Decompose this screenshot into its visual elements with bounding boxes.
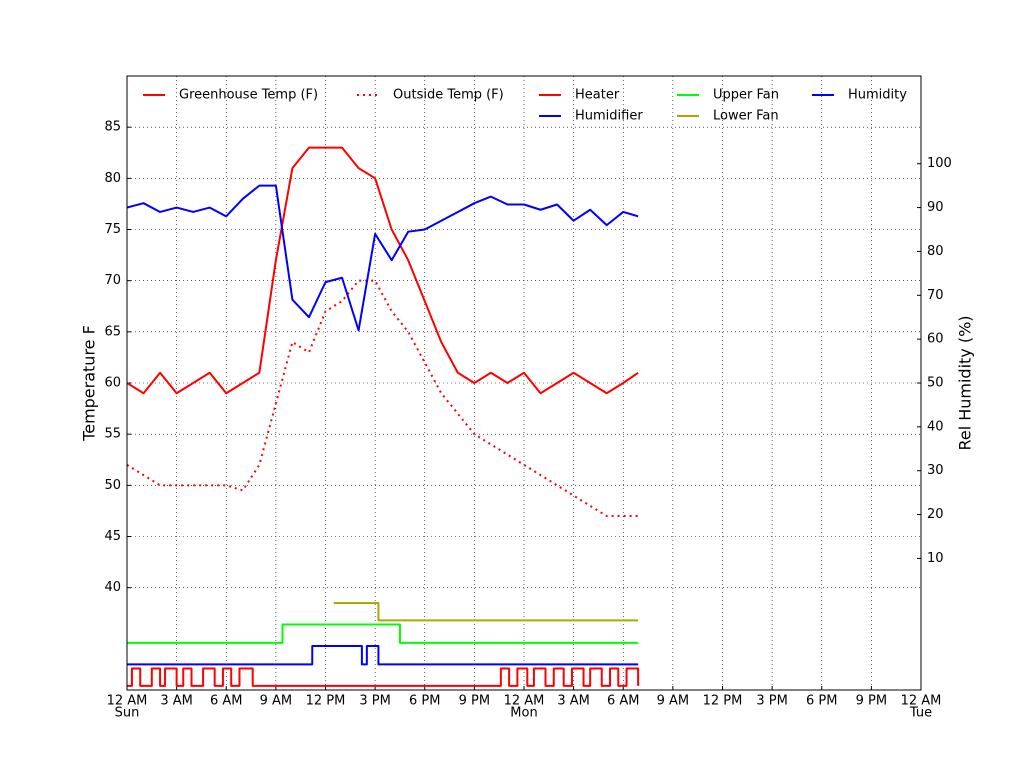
x-tick-label: 9 PM	[856, 694, 887, 709]
x-tick-label: 12 AM	[504, 694, 545, 709]
plot-frame	[126, 75, 922, 691]
x-tick-label: 9 AM	[657, 694, 690, 709]
y2-tick-label: 60	[927, 332, 944, 347]
y2-tick-label: 10	[927, 551, 944, 566]
x-tick-label: 3 PM	[756, 694, 787, 709]
y2-tick-label: 30	[927, 463, 944, 478]
legend-label: Upper Fan	[713, 88, 779, 103]
legend-label: Heater	[575, 88, 620, 103]
x-tick-label: 6 AM	[607, 694, 640, 709]
y2-tick-label: 80	[927, 244, 944, 259]
series-line	[127, 623, 639, 644]
x-tick-label: 12 AM	[901, 694, 942, 709]
y-tick-label: 85	[104, 120, 121, 135]
series-line	[126, 146, 639, 395]
y2-tick-label: 100	[927, 156, 952, 171]
x-tick-label: 6 AM	[210, 694, 243, 709]
x-tick-label: 6 PM	[806, 694, 837, 709]
y2-tick-label: 90	[927, 200, 944, 215]
legend-label: Lower Fan	[713, 109, 779, 124]
x-tick-label: 3 AM	[160, 694, 193, 709]
legend-label: Greenhouse Temp (F)	[179, 88, 318, 103]
x-tick-label: 9 PM	[459, 694, 490, 709]
x-day-label: Tue	[909, 706, 932, 721]
y-axis-label: Temperature F	[80, 325, 99, 442]
y2-tick-label: 70	[927, 288, 944, 303]
y2-tick-label: 20	[927, 507, 944, 522]
legend-label: Outside Temp (F)	[393, 88, 504, 103]
y-tick-label: 50	[104, 478, 121, 493]
x-day-label: Mon	[510, 706, 537, 721]
y-tick-label: 60	[104, 376, 121, 391]
series-line	[126, 184, 639, 332]
y2-axis-label: Rel Humidity (%)	[956, 315, 975, 450]
series-line	[333, 602, 639, 622]
x-tick-label: 12 PM	[703, 694, 743, 709]
y2-tick-label: 40	[927, 419, 944, 434]
y-tick-label: 75	[104, 222, 121, 237]
x-day-label: Sun	[115, 706, 140, 721]
y2-tick-label: 50	[927, 376, 944, 391]
legend-label: Humidity	[848, 88, 907, 103]
y-tick-label: 70	[104, 273, 121, 288]
y-tick-label: 80	[104, 171, 121, 186]
x-tick-label: 3 PM	[359, 694, 390, 709]
x-tick-label: 9 AM	[260, 694, 293, 709]
series-line	[127, 644, 639, 666]
y-tick-label: 65	[104, 324, 121, 339]
series-line	[126, 279, 639, 518]
legend-label: Humidifier	[575, 109, 643, 124]
series-line	[127, 667, 640, 687]
y-tick-label: 40	[104, 580, 121, 595]
x-tick-label: 12 AM	[107, 694, 148, 709]
x-tick-label: 6 PM	[409, 694, 440, 709]
y-tick-label: 45	[104, 529, 121, 544]
x-tick-label: 3 AM	[557, 694, 590, 709]
y-tick-label: 55	[104, 427, 121, 442]
x-tick-label: 12 PM	[306, 694, 346, 709]
